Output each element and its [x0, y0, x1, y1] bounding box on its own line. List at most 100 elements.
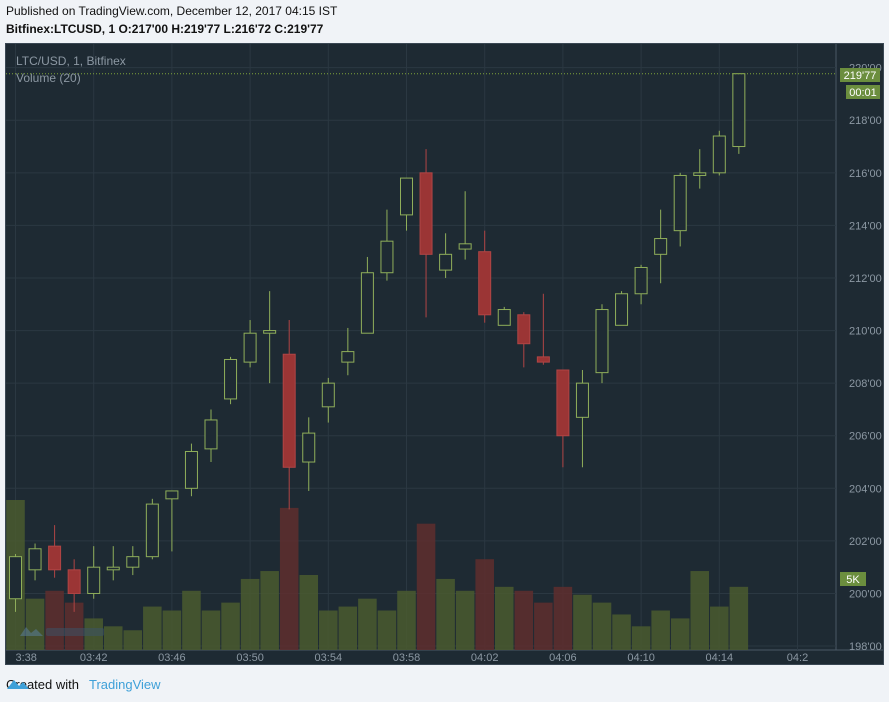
- candle-body: [243, 332, 257, 363]
- published-note: Published on TradingView.com, December 1…: [6, 4, 338, 18]
- tradingview-logo-icon: [7, 680, 29, 689]
- candle-body: [360, 272, 374, 334]
- candle-body: [419, 172, 433, 255]
- volume-bar: [299, 575, 319, 650]
- candle-body: [184, 451, 198, 489]
- candle-body: [712, 135, 726, 174]
- price-tick-label: 200'00: [849, 588, 882, 600]
- volume-bar: [651, 610, 670, 650]
- tradingview-link[interactable]: TradingView: [88, 677, 161, 692]
- candle-body: [67, 569, 81, 594]
- time-tick-label: 03:42: [80, 652, 108, 664]
- time-tick-label: 04:2: [787, 652, 808, 664]
- volume-bar: [221, 602, 240, 650]
- volume-bar: [553, 586, 573, 650]
- volume-bar: [25, 598, 45, 650]
- volume-bar: [612, 614, 631, 650]
- price-tick-label: 202'00: [849, 536, 882, 548]
- volume-bar: [416, 523, 436, 650]
- candle-body: [263, 330, 277, 334]
- candle-body: [634, 266, 648, 295]
- volume-bar: [182, 590, 201, 650]
- watermark-logo: [20, 627, 104, 636]
- candle-body: [321, 382, 335, 408]
- volume-bar: [710, 606, 729, 650]
- candle-body: [106, 566, 120, 571]
- candle-body: [732, 73, 746, 148]
- ohlc-readout: Bitfinex:LTCUSD, 1 O:217'00 H:219'77 L:2…: [6, 22, 324, 36]
- volume-bar: [729, 586, 749, 650]
- time-tick-label: 04:10: [627, 652, 655, 664]
- price-tick-label: 212'00: [849, 273, 882, 285]
- price-tick-label: 216'00: [849, 168, 882, 180]
- candle-body: [615, 293, 629, 326]
- volume-bar: [123, 630, 143, 650]
- volume-bar: [143, 606, 162, 650]
- volume-bar: [397, 590, 416, 650]
- price-tick-label: 198'00: [849, 641, 882, 653]
- volume-bar: [573, 594, 592, 650]
- candle-body: [145, 503, 159, 558]
- candle-body: [302, 432, 316, 463]
- candle-body: [595, 309, 609, 374]
- volume-bar: [201, 610, 221, 650]
- volume-bar: [260, 571, 279, 650]
- time-tick-label: 04:02: [471, 652, 499, 664]
- candle-body: [9, 556, 22, 600]
- price-tick-label: 204'00: [849, 483, 882, 495]
- candle-body: [497, 309, 511, 326]
- price-tick-label: 218'00: [849, 115, 882, 127]
- volume-legend[interactable]: Volume (20): [16, 71, 81, 85]
- candle-body: [536, 356, 550, 363]
- volume-bar: [279, 507, 299, 650]
- price-tick-label: 206'00: [849, 431, 882, 443]
- volume-bar: [494, 586, 514, 650]
- candle-body: [282, 353, 296, 468]
- candlestick-chart[interactable]: 198'00 200'00 202'00 204'00 206'00 208'00 210'…: [6, 44, 883, 664]
- volume-bar: [670, 618, 690, 650]
- candles: [9, 73, 746, 612]
- candle-body: [439, 253, 453, 271]
- volume-bar: [338, 606, 358, 650]
- volume-bars: [6, 500, 749, 650]
- volume-bar: [377, 610, 397, 650]
- chart-area[interactable]: 198'00 200'00 202'00 204'00 206'00 208'00 210'…: [5, 43, 884, 665]
- candle-body: [28, 548, 42, 571]
- candle-body: [517, 314, 531, 345]
- volume-bar: [64, 602, 84, 650]
- candle-body: [87, 566, 101, 594]
- candle-body: [126, 556, 140, 568]
- candle-body: [341, 351, 355, 363]
- countdown-badge: 00:01: [846, 85, 880, 99]
- countdown-label: 00:01: [849, 87, 877, 99]
- time-tick-label: 03:50: [236, 652, 264, 664]
- volume-bar: [240, 578, 260, 650]
- time-tick-label: 03:46: [158, 652, 186, 664]
- candle-body: [458, 243, 472, 250]
- volume-bar: [103, 626, 123, 650]
- volume-bar: [631, 626, 651, 650]
- last-price-badge: 219'77: [840, 68, 880, 82]
- candle-body: [48, 545, 62, 571]
- symbol-legend[interactable]: LTC/USD, 1, Bitfinex: [16, 54, 126, 68]
- volume-bar: [592, 602, 612, 650]
- candle-body: [400, 177, 413, 216]
- volume-bar: [690, 571, 710, 650]
- candle-body: [556, 369, 570, 437]
- last-price-label: 219'77: [844, 70, 877, 82]
- candle-body: [165, 490, 179, 500]
- footer: Created with TradingView: [6, 677, 161, 692]
- volume-bar: [534, 602, 553, 650]
- candle-body: [575, 382, 589, 418]
- candle-body: [204, 419, 218, 450]
- time-tick-label: 3:38: [16, 652, 37, 664]
- candle-body: [478, 251, 492, 316]
- candle-body: [380, 240, 394, 274]
- time-tick-label: 04:06: [549, 652, 577, 664]
- candle-body: [693, 172, 707, 176]
- price-tick-label: 210'00: [849, 326, 882, 338]
- time-axis: 3:38 03:42 03:46 03:50 03:54 03:58 04:02 04:06 0…: [16, 652, 809, 664]
- volume-scale-badge: 5K: [840, 572, 866, 586]
- volume-bar: [436, 578, 455, 650]
- volume-bar: [319, 610, 338, 650]
